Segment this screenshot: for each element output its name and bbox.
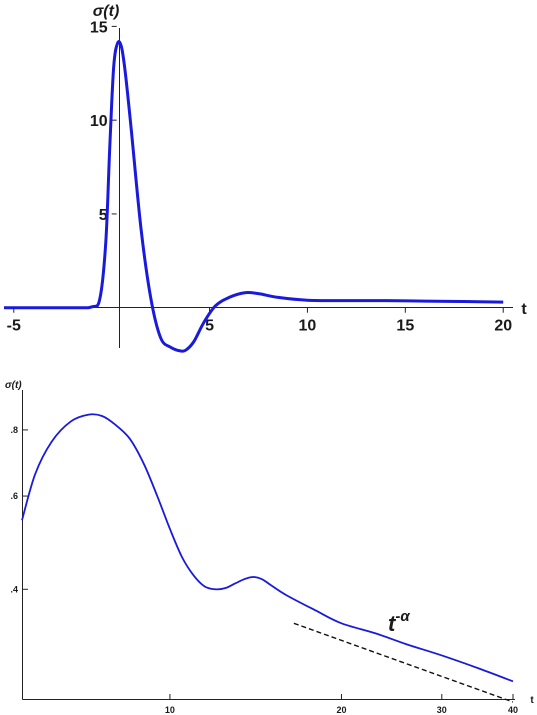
top-y-ticks: 5 10 15 (90, 19, 117, 224)
top-series-line (3, 40, 504, 353)
bottom-y-tick-label: .4 (10, 584, 18, 594)
power-law-guide-line (293, 622, 514, 703)
top-x-tick-label: 20 (494, 318, 512, 335)
bottom-x-tick-label: 20 (336, 705, 346, 715)
bottom-y-tick-label: .8 (10, 425, 18, 435)
bottom-chart: σ(t) t 10 20 30 40 .4.6.8 t-α (5, 380, 534, 715)
top-x-axis-label: t (521, 301, 527, 318)
annotation-base: t (388, 611, 397, 636)
bottom-series (21, 413, 514, 703)
bottom-y-ticks: .4 .6 .8 (10, 425, 28, 594)
top-y-tick-label: 10 (90, 113, 108, 130)
bottom-x-tick-label: 30 (437, 705, 447, 715)
top-series (3, 40, 504, 353)
bottom-x-tick-label: 40 (508, 705, 518, 715)
bottom-x-ticks: 10 20 30 40 (165, 694, 518, 715)
bottom-x-tick-label: 10 (165, 705, 175, 715)
top-y-axis-label: σ(t) (93, 3, 120, 20)
bottom-y-tick-label: .6 (10, 491, 18, 501)
top-y-tick-label: 15 (90, 19, 108, 36)
bottom-y-axis-label: σ(t) (5, 380, 22, 391)
top-x-tick-label: 15 (396, 318, 414, 335)
bottom-series-line (21, 413, 514, 683)
top-x-tick-label: 10 (299, 318, 317, 335)
bottom-x-axis-label: t (530, 695, 534, 706)
top-x-tick-label: 5 (205, 318, 214, 335)
power-law-annotation: t-α (388, 608, 410, 636)
top-x-ticks: -5 5 10 15 20 (7, 307, 512, 335)
top-chart: σ(t) t -5 5 10 15 20 5 10 15 (3, 3, 527, 353)
top-y-tick-label: 5 (99, 207, 108, 224)
top-x-tick-label: -5 (7, 318, 21, 335)
annotation-exponent: -α (395, 608, 410, 625)
